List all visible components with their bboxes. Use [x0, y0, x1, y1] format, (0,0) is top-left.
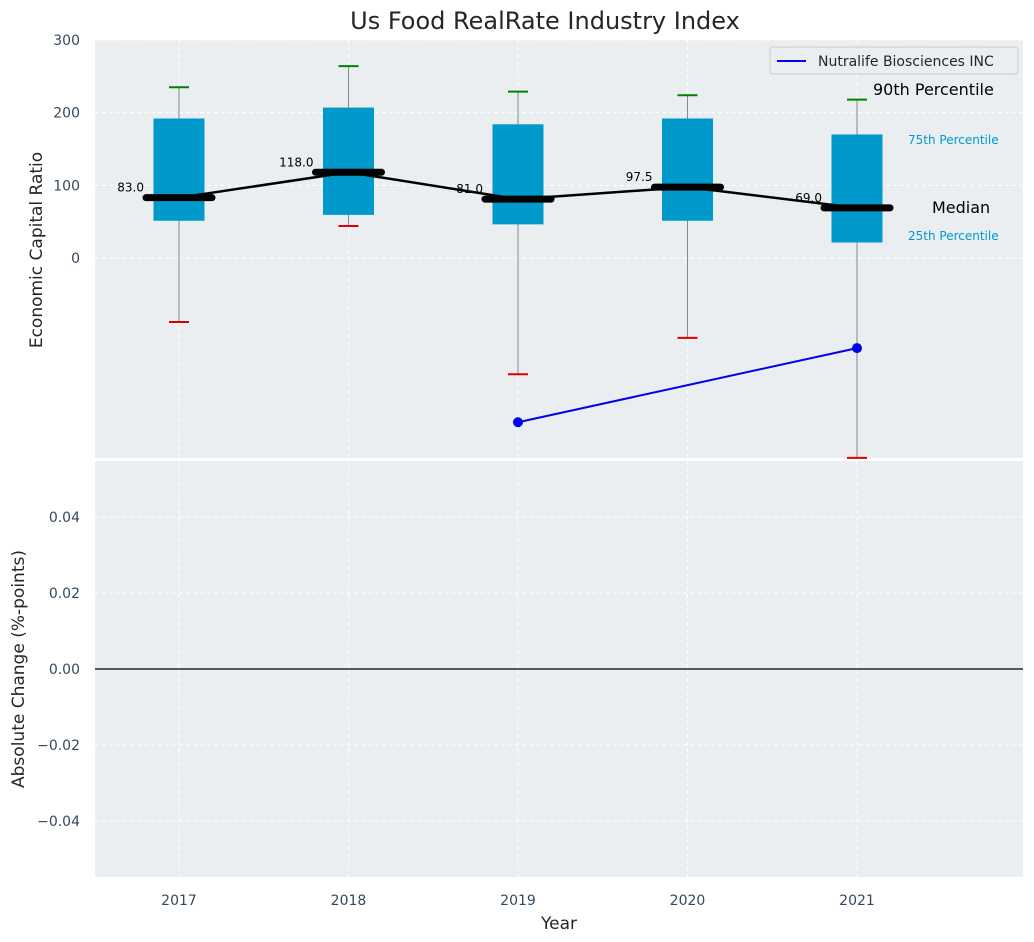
top-panel: 83.0 118.0 81.0 97.5 69.0 0 100 200 300 Us Food… — [27, 7, 1023, 459]
legend-frame — [769, 46, 1019, 75]
p90-side-label: 90th Percentile — [873, 80, 994, 99]
x-tick-label: 2020 — [670, 893, 706, 909]
p75-side-label: 75th Percentile — [908, 133, 999, 147]
y-tick-label: 200 — [53, 106, 80, 122]
median-value-label: 118.0 — [279, 155, 313, 169]
y-tick-label: 300 — [53, 33, 80, 49]
top-panel-background — [95, 40, 1023, 458]
p25-side-label: 25th Percentile — [908, 229, 999, 243]
top-y-axis-label: Economic Capital Ratio — [27, 152, 47, 348]
x-tick-label: 2018 — [331, 893, 367, 909]
median-value-label: 69.0 — [795, 191, 822, 205]
iqr-box — [831, 134, 883, 243]
x-ticks: 2017 2018 2019 2020 2021 — [161, 893, 875, 909]
bottom-y-axis-label: Absolute Change (%-points) — [9, 550, 29, 788]
bottom-panel: 0.040.020.00−0.02−0.04 2017 2018 2019 2020 2… — [9, 461, 1023, 934]
median-side-label: Median — [932, 198, 990, 217]
company-series-point — [852, 343, 862, 354]
x-axis-label: Year — [540, 914, 577, 934]
x-tick-label: 2017 — [161, 893, 197, 909]
x-tick-label: 2019 — [500, 893, 536, 909]
y-tick-label: 0.02 — [49, 586, 80, 602]
y-tick-label: 0 — [71, 251, 80, 267]
chart-title: Us Food RealRate Industry Index — [350, 7, 740, 35]
iqr-box — [153, 118, 205, 221]
legend-entry-label: Nutralife Biosciences INC — [818, 54, 994, 70]
iqr-box — [492, 124, 544, 224]
legend: Nutralife Biosciences INC — [769, 46, 1019, 75]
y-tick-label: −0.04 — [37, 814, 80, 830]
top-y-ticks: 0 100 200 300 — [53, 33, 80, 267]
y-tick-label: 0.04 — [49, 510, 80, 526]
y-tick-label: 100 — [53, 178, 80, 194]
median-value-label: 81.0 — [456, 182, 483, 196]
iqr-box — [662, 118, 713, 221]
median-value-label: 97.5 — [626, 170, 653, 184]
x-tick-label: 2021 — [839, 893, 875, 909]
bottom-y-ticks: 0.04 0.02 0.00 −0.02 −0.04 — [37, 510, 80, 830]
y-tick-label: 0.00 — [49, 662, 80, 678]
company-series-line — [517, 347, 858, 424]
box-plot-group: 83.0 118.0 81.0 97.5 69.0 — [117, 65, 894, 459]
company-series-point — [513, 417, 523, 428]
median-value-label: 83.0 — [117, 181, 144, 195]
y-tick-label: −0.02 — [37, 738, 80, 754]
bottom-grid — [95, 461, 1023, 877]
iqr-box — [323, 107, 374, 215]
series-group — [513, 343, 862, 428]
